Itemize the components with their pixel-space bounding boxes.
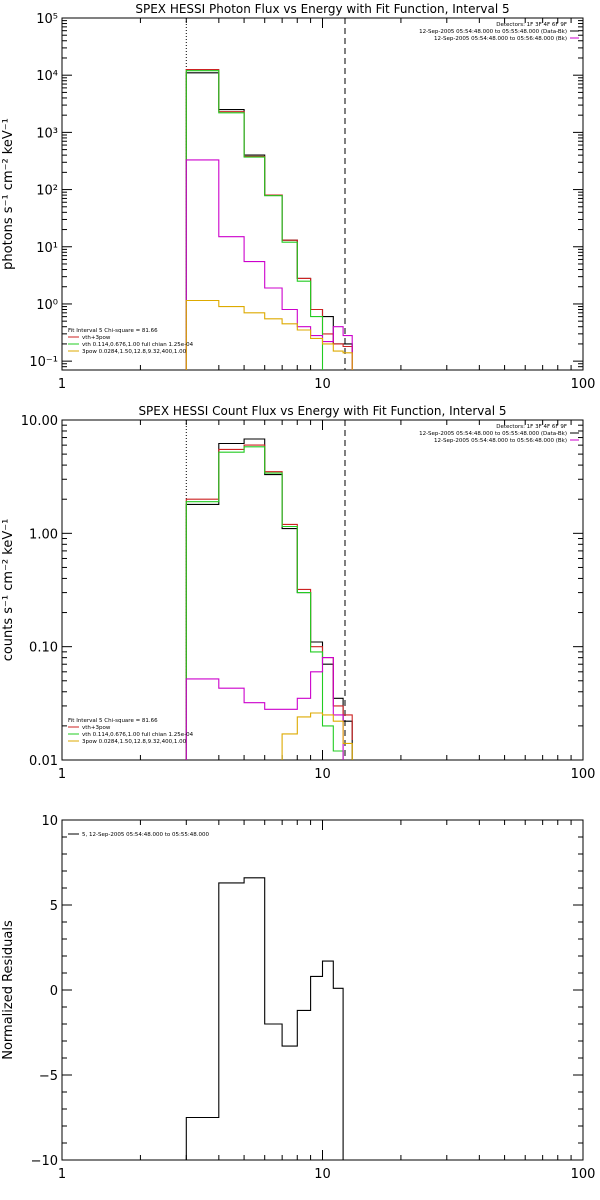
plot-frame [61, 819, 584, 1161]
series-line-1 [185, 877, 344, 1160]
x-tick-label: 10 [314, 1167, 331, 1182]
legend-entry: Fit Interval 5 Chi-square = 81.66 [68, 718, 158, 724]
y-tick-label: 10⁰ [36, 298, 58, 313]
legend-entry: vth 0.114,0.676,1.00 full chian 1.25e-04 [82, 342, 194, 348]
y-tick-label: 10⁴ [36, 69, 58, 84]
legend-entry: vth+3pow [82, 335, 111, 341]
chart-title: SPEX HESSI Count Flux vs Energy with Fit… [138, 404, 506, 418]
x-tick-label: 100 [571, 767, 596, 782]
y-tick-label: 0.01 [29, 754, 58, 769]
series-line-3 [185, 70, 353, 370]
chart-panel-3: Normalized Residuals 1 10 100 −10 −5 0 5 10 5, 12… [1, 814, 595, 1182]
legend-entry: Fit Interval 5 Chi-square = 81.66 [68, 328, 158, 334]
x-tick-label: 100 [571, 1167, 596, 1182]
y-tick-label: 10⁻¹ [29, 355, 58, 370]
legend-entry: 3pow 0.0284,1.50,12.8,9.32,400,1.00 [82, 739, 187, 745]
y-axis-label: photons s⁻¹ cm⁻² keV⁻¹ [1, 118, 16, 270]
series-line-5 [281, 712, 353, 760]
y-axis-label: Normalized Residuals [1, 920, 16, 1060]
info-line: 12-Sep-2005 05:54:48.000 to 05:56:48.000… [434, 36, 567, 42]
y-tick-label: 10 [41, 814, 58, 829]
legend-entry: vth 0.114,0.676,1.00 full chian 1.25e-04 [82, 732, 194, 738]
y-tick-label: 0.10 [29, 641, 58, 656]
series-line-2 [185, 444, 353, 760]
y-tick-label: 10³ [36, 126, 58, 141]
series-group [185, 877, 344, 1160]
series-line-4 [185, 657, 344, 760]
y-tick-label: −5 [39, 1069, 58, 1084]
x-tick-label: 10 [314, 377, 331, 392]
x-tick-label: 1 [58, 767, 66, 782]
y-tick-label: 5 [50, 899, 58, 914]
info-line: 12-Sep-2005 05:54:48.000 to 05:56:48.000… [434, 438, 567, 444]
series-line-1 [185, 72, 353, 370]
y-tick-label: 10.00 [21, 414, 58, 429]
series-line-4 [185, 159, 353, 370]
y-axis-label: counts s⁻¹ cm⁻² keV⁻¹ [1, 519, 16, 662]
series-group [185, 438, 353, 760]
y-tick-label: 1.00 [29, 527, 58, 542]
series-line-5 [185, 299, 353, 370]
chart-panel-1: SPEX HESSI Photon Flux vs Energy with Fi… [1, 2, 595, 392]
info-line: 12-Sep-2005 05:54:48.000 to 05:55:48.000… [419, 431, 567, 437]
info-line: Detectors: 1F 3F 4F 6F 9F [496, 424, 567, 430]
y-tick-label: 0 [50, 984, 58, 999]
info-line: 12-Sep-2005 05:54:48.000 to 05:55:48.000… [419, 29, 567, 35]
x-tick-label: 10 [314, 767, 331, 782]
chart-title: SPEX HESSI Photon Flux vs Energy with Fi… [135, 2, 509, 16]
legend-entry: 5, 12-Sep-2005 05:54:48.000 to 05:55:48.… [82, 832, 209, 838]
y-tick-label: 10¹ [36, 241, 58, 256]
x-tick-label: 1 [58, 377, 66, 392]
chart-panel-2: SPEX HESSI Count Flux vs Energy with Fit… [1, 404, 595, 782]
series-line-2 [185, 69, 353, 370]
info-line: Detectors: 1F 3F 4F 6F 9F [496, 22, 567, 28]
legend-entry: vth+3pow [82, 725, 111, 731]
series-line-3 [185, 446, 344, 760]
y-tick-label: 10² [36, 184, 58, 199]
y-tick-label: 10⁵ [36, 12, 58, 27]
series-group [185, 69, 353, 370]
x-tick-label: 100 [571, 377, 596, 392]
x-tick-label: 1 [58, 1167, 66, 1182]
legend-entry: 3pow 0.0284,1.50,12.8,9.32,400,1.00 [82, 349, 187, 355]
y-tick-label: −10 [31, 1154, 58, 1169]
series-line-1 [185, 438, 353, 760]
